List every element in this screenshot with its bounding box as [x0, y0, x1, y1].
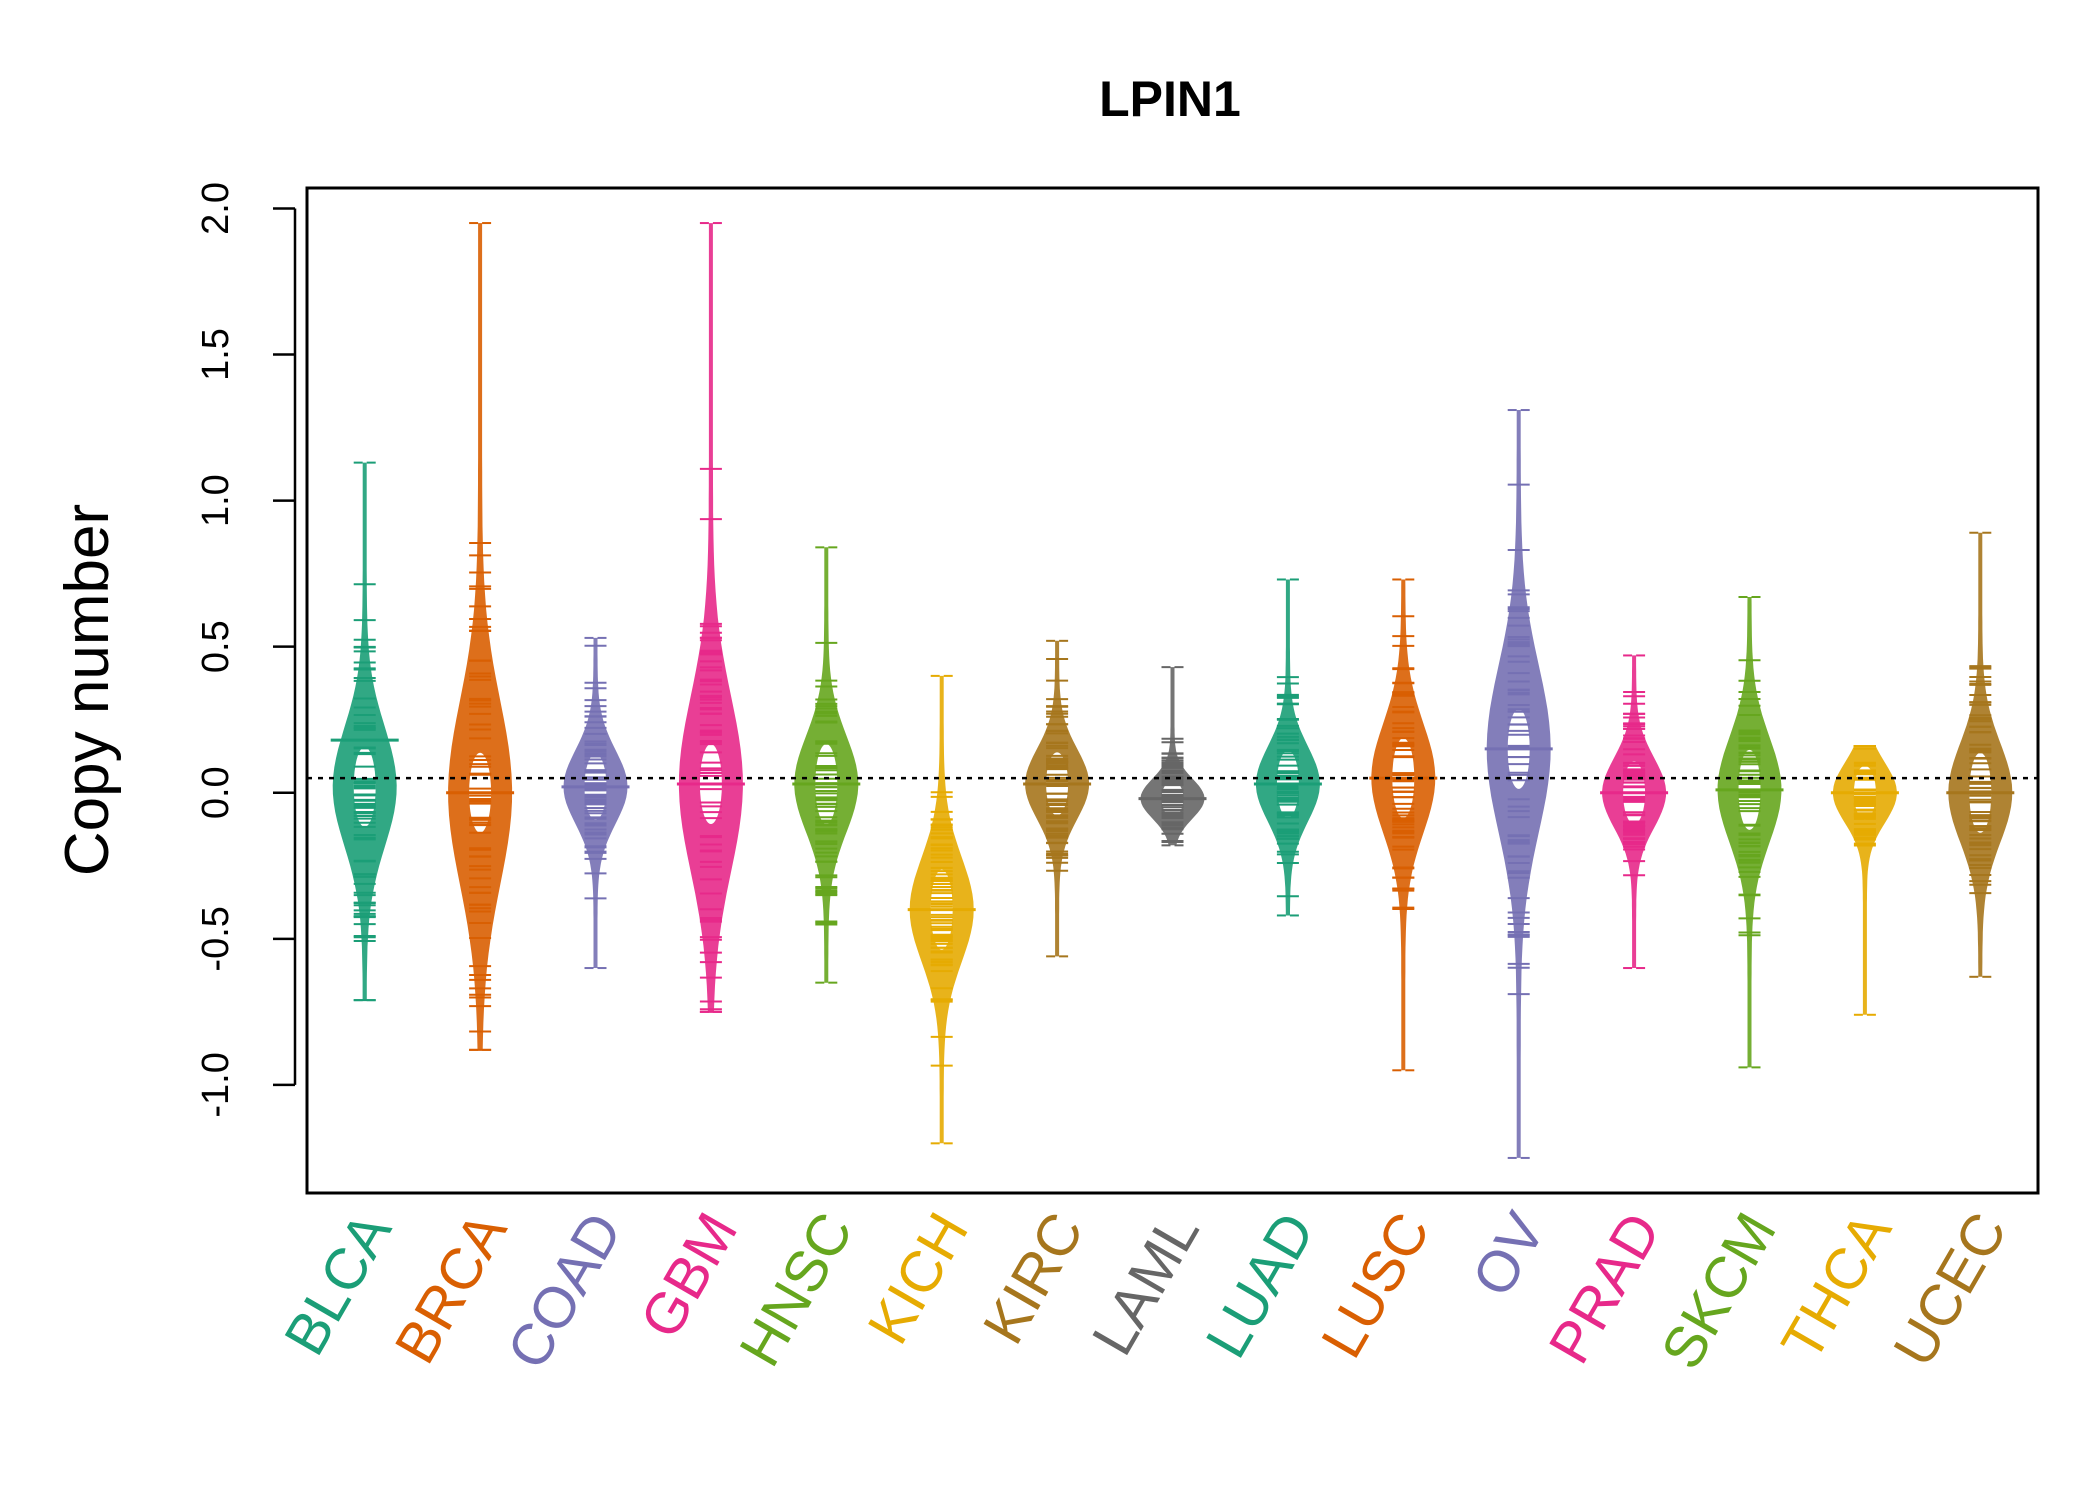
bean-blca	[330, 461, 399, 1002]
bean-density	[1140, 667, 1205, 846]
y-tick-label: -0.5	[195, 906, 237, 971]
x-tick-label: LUSC	[1309, 1202, 1443, 1368]
y-tick-label: 1.0	[195, 474, 237, 527]
bean-luad	[1253, 578, 1322, 917]
y-tick-label: 1.5	[195, 328, 237, 381]
bean-prad	[1600, 654, 1669, 970]
bean-thca	[1830, 745, 1899, 1016]
x-tick-label: OV	[1460, 1202, 1558, 1307]
x-tick-label: KIRC	[971, 1202, 1097, 1355]
bean-kirc	[1023, 639, 1092, 958]
x-tick-label: GBM	[628, 1202, 750, 1349]
bean-kich	[907, 674, 976, 1145]
x-tick-label: LUAD	[1194, 1202, 1328, 1368]
bean-ov	[1484, 409, 1553, 1159]
y-tick-label: 0.5	[195, 620, 237, 673]
x-tick-label: UCEC	[1881, 1202, 2019, 1377]
bean-lusc	[1369, 578, 1438, 1072]
x-tick-label: LAML	[1080, 1202, 1212, 1366]
bean-density	[1256, 579, 1320, 916]
chart-title: LPIN1	[1099, 71, 1241, 127]
bean-density	[448, 223, 513, 1050]
y-tick-label: 2.0	[195, 182, 237, 235]
bean-ucec	[1946, 531, 2015, 978]
bean-laml	[1138, 666, 1207, 847]
bean-brca	[446, 222, 515, 1051]
plot-frame	[305, 186, 2040, 1195]
bean-density	[678, 223, 743, 1012]
y-axis-label: Copy number	[53, 504, 122, 876]
bean-hnsc	[792, 546, 861, 984]
beans-layer	[330, 222, 2015, 1159]
y-axis: -1.0 -0.5 0.0 0.5 1.0 1.5 2.0	[195, 182, 297, 1118]
x-tick-label: COAD	[495, 1202, 635, 1380]
y-tick-label: 0.0	[195, 766, 237, 819]
x-tick-label: KICH	[855, 1202, 981, 1355]
bean-coad	[561, 636, 630, 970]
bean-gbm	[676, 222, 745, 1013]
x-tick-label: HNSC	[727, 1202, 865, 1377]
bean-density	[1717, 597, 1782, 1068]
bean-skcm	[1715, 596, 1784, 1069]
bean-density	[1833, 746, 1897, 1015]
x-tick-label: SKCM	[1649, 1202, 1789, 1380]
bean-density	[332, 462, 397, 1001]
y-tick-label: -1.0	[195, 1052, 237, 1117]
